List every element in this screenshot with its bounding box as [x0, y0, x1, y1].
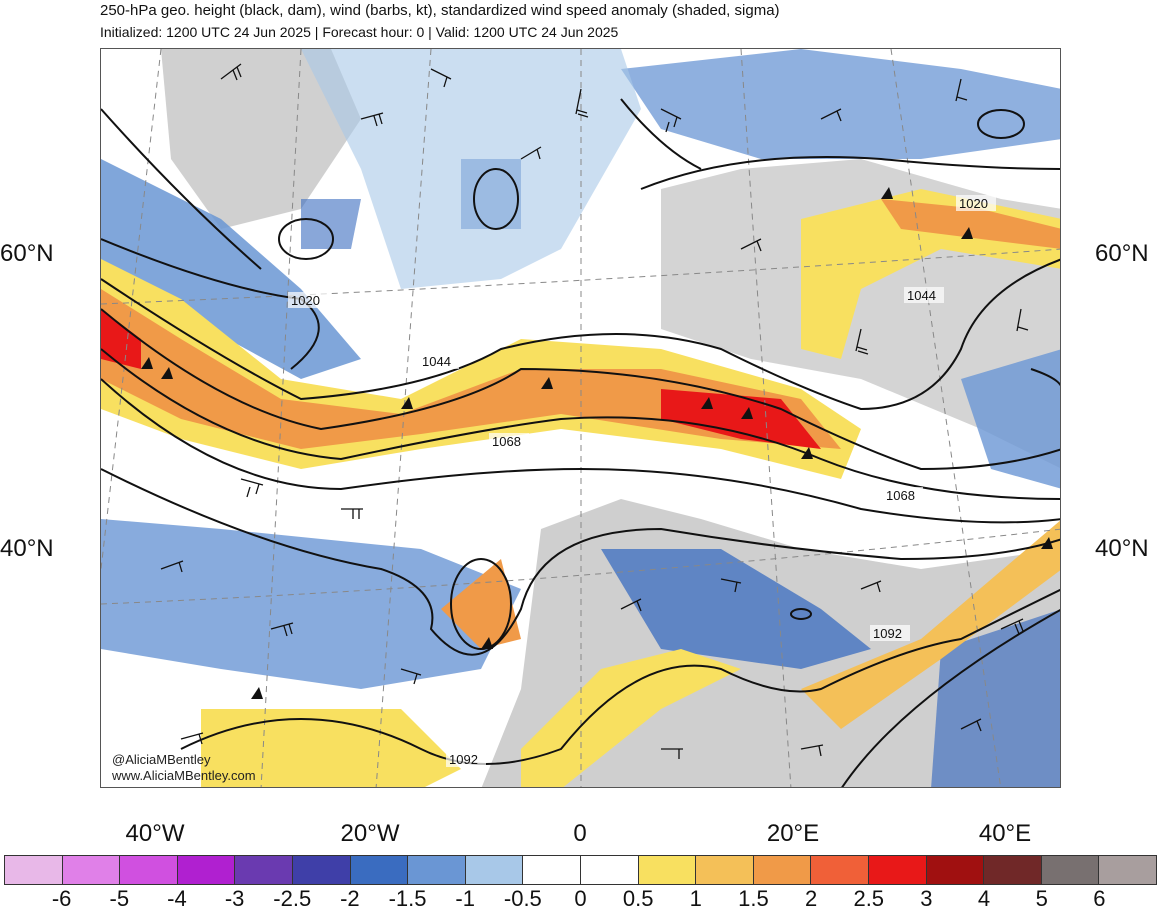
- colorbar-swatch: [5, 856, 63, 884]
- colorbar-swatch: [753, 856, 812, 884]
- contour-label: 1068: [492, 434, 521, 449]
- colorbar-swatch: [465, 856, 524, 884]
- colorbar-swatch: [177, 856, 236, 884]
- colorbar-label: -1.5: [388, 886, 427, 911]
- height-contours: [101, 98, 1060, 787]
- colorbar-swatch: [811, 856, 869, 884]
- colorbar-label: -4: [167, 886, 187, 911]
- jet-stream-anomaly: [101, 289, 841, 449]
- colorbar-swatch: [62, 856, 121, 884]
- colorbar-label: 4: [977, 886, 991, 911]
- map-canvas: 1020 1020 1044 1044 1068 1068 1092 1092: [101, 49, 1060, 787]
- weather-map: 1020 1020 1044 1044 1068 1068 1092 1092: [100, 48, 1061, 788]
- colorbar-label: -5: [109, 886, 130, 911]
- lat-label-right: 40°N: [1095, 535, 1149, 562]
- anomaly-negative: [101, 519, 521, 689]
- watermark-url: www.AliciaMBentley.com: [112, 768, 256, 783]
- jet-stream-anomaly: [881, 199, 1060, 249]
- colorbar-label: -0.5: [503, 886, 542, 911]
- anomaly-negative: [601, 549, 871, 669]
- lat-label-left: 60°N: [0, 240, 54, 267]
- anomaly-negative: [101, 159, 361, 379]
- contour-label: 1020: [291, 293, 320, 308]
- jet-stream-core: [101, 309, 141, 369]
- chart-subtitle: Initialized: 1200 UTC 24 Jun 2025 | Fore…: [100, 24, 619, 40]
- colorbar-swatch: [580, 856, 639, 884]
- colorbar-swatch: [292, 856, 351, 884]
- colorbar-swatch: [350, 856, 409, 884]
- anomaly-negative: [931, 609, 1060, 787]
- contour-label: 1044: [907, 288, 936, 303]
- lon-label: 20°W: [340, 820, 400, 847]
- colorbar-label: -6: [51, 886, 72, 911]
- colorbar-label: -2.5: [273, 886, 312, 911]
- colorbar-swatch: [1099, 856, 1156, 884]
- contour-label: 1092: [449, 752, 478, 767]
- colorbar-label: -3: [224, 886, 245, 911]
- contour-label: 1044: [422, 354, 451, 369]
- land-region: [161, 49, 361, 229]
- contour-label-group: 1020 1020 1044 1044 1068 1068 1092 1092: [288, 195, 996, 767]
- jet-stream-anomaly: [801, 520, 1060, 729]
- graticule: [101, 49, 1060, 787]
- colorbar-swatch: [926, 856, 985, 884]
- chart-title: 250-hPa geo. height (black, dam), wind (…: [100, 2, 780, 19]
- lat-label-right: 60°N: [1095, 240, 1149, 267]
- colorbar-label: 5: [1035, 886, 1048, 911]
- colorbar-swatch: [523, 856, 581, 884]
- watermark-handle: @AliciaMBentley: [112, 752, 211, 767]
- lon-label: 40°E: [978, 820, 1032, 847]
- lon-label: 0: [573, 820, 587, 847]
- colorbar-label: 0.5: [622, 886, 654, 911]
- anomaly-negative: [621, 49, 1060, 159]
- anomaly-negative: [301, 199, 361, 249]
- anomaly-colorbar: [4, 855, 1157, 885]
- colorbar-swatch: [235, 856, 293, 884]
- colorbar-label: 2: [804, 886, 818, 911]
- colorbar-label: 6: [1093, 886, 1106, 911]
- colorbar-swatch: [638, 856, 697, 884]
- colorbar-label: 1: [689, 886, 702, 911]
- contour-label: 1092: [873, 626, 902, 641]
- contour-label: 1020: [959, 196, 988, 211]
- lat-label-left: 40°N: [0, 535, 54, 562]
- anomaly-negative: [301, 49, 641, 289]
- colorbar-label: 0: [574, 886, 587, 911]
- colorbar-label: 3: [920, 886, 933, 911]
- wind-barbs: [160, 63, 1029, 759]
- contour-label: 1068: [886, 488, 915, 503]
- wind-barbs-flags: [141, 187, 1053, 699]
- colorbar-label: 2.5: [853, 886, 885, 911]
- colorbar-swatch: [696, 856, 754, 884]
- colorbar-swatch: [868, 856, 927, 884]
- anomaly-negative: [961, 349, 1060, 489]
- colorbar-label: -2: [340, 886, 360, 911]
- colorbar-swatch: [1041, 856, 1100, 884]
- colorbar-label: -1: [455, 886, 475, 911]
- colorbar-swatch: [408, 856, 466, 884]
- colorbar-label: 1.5: [738, 886, 769, 911]
- lon-label: 20°E: [766, 820, 820, 847]
- jet-stream-anomaly: [201, 709, 461, 787]
- colorbar-swatch: [984, 856, 1042, 884]
- lon-label: 40°W: [125, 820, 185, 847]
- colorbar-swatch: [120, 856, 178, 884]
- jet-stream-anomaly: [521, 649, 741, 787]
